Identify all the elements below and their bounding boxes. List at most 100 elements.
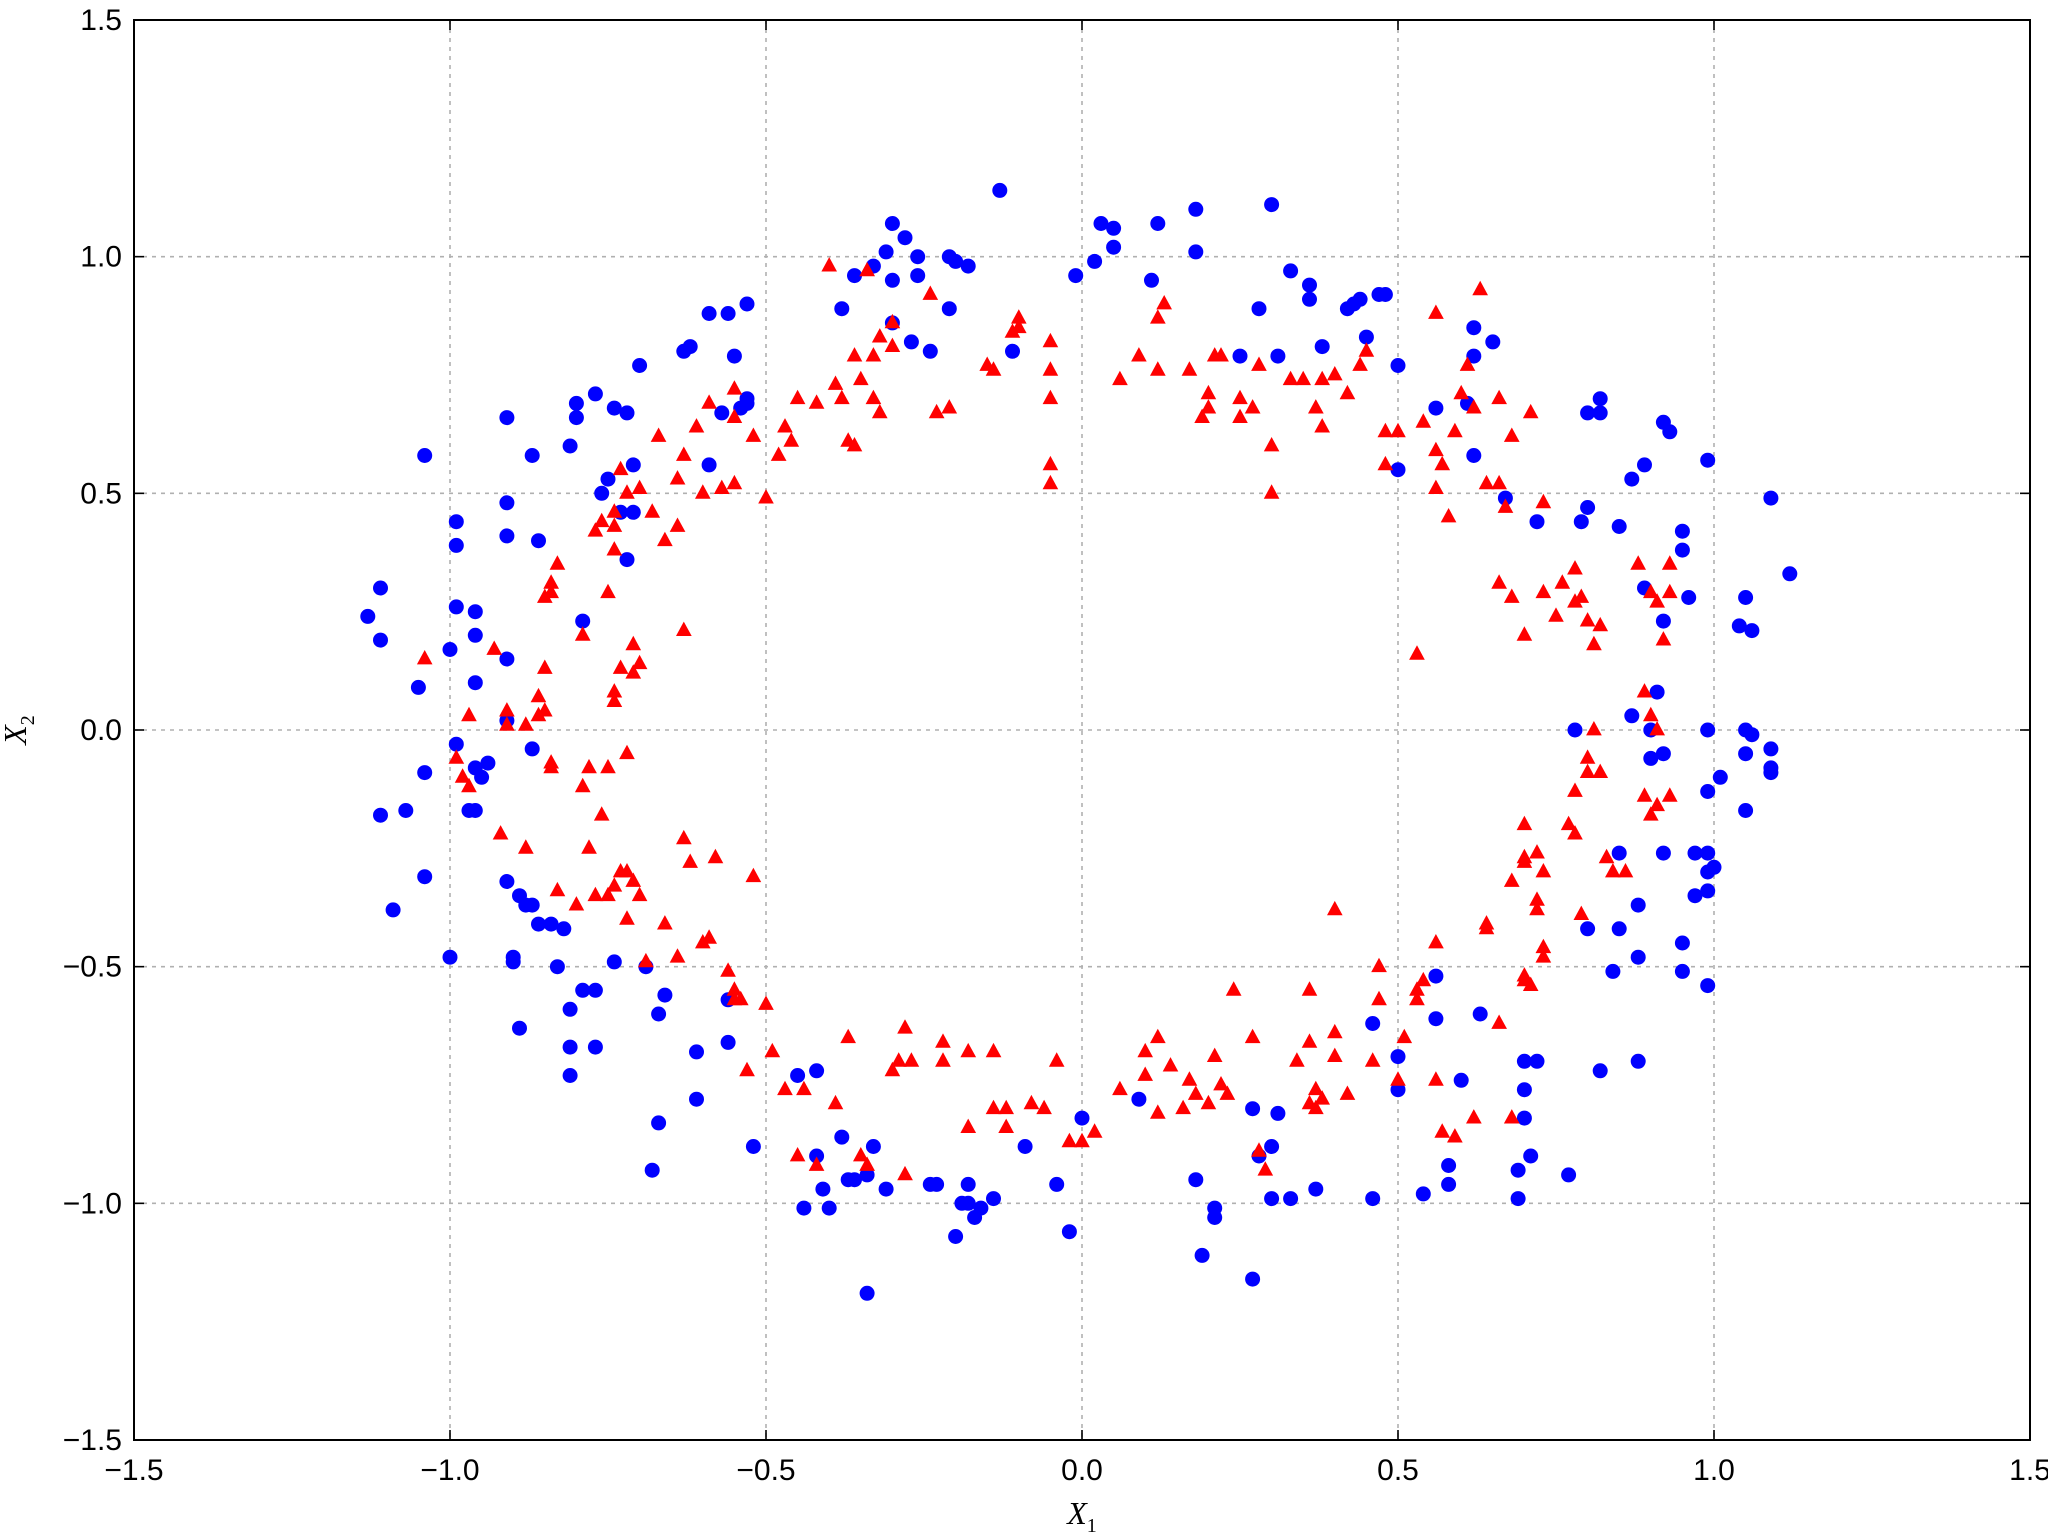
- data-point-circle: [1365, 1016, 1381, 1031]
- data-point-triangle: [587, 522, 604, 537]
- x-tick-label: 1.0: [1693, 1454, 1735, 1487]
- data-point-circle: [1270, 1105, 1286, 1121]
- data-point-triangle: [1061, 1132, 1078, 1148]
- data-point-circle: [499, 495, 515, 511]
- data-point-circle: [967, 1210, 983, 1225]
- data-point-circle: [587, 1039, 603, 1055]
- data-point-circle: [568, 395, 584, 411]
- data-point-circle: [1706, 859, 1722, 875]
- data-point-triangle: [777, 1080, 793, 1096]
- data-point-circle: [1466, 448, 1482, 463]
- data-point-circle: [1687, 888, 1703, 904]
- data-point-circle: [1592, 1063, 1608, 1079]
- data-point-triangle: [897, 1165, 913, 1181]
- data-point-triangle: [1219, 1085, 1236, 1100]
- data-point-circle: [1074, 1110, 1090, 1126]
- data-point-triangle: [537, 588, 553, 603]
- data-point-triangle: [1042, 474, 1059, 490]
- data-point-circle: [524, 741, 540, 757]
- data-point-triangle: [1042, 332, 1059, 348]
- data-point-triangle: [461, 777, 477, 793]
- data-point-triangle: [448, 749, 465, 764]
- data-point-circle: [1510, 1162, 1526, 1178]
- data-point-circle: [1731, 618, 1747, 634]
- data-point-triangle: [682, 853, 698, 868]
- data-point-circle: [1782, 566, 1798, 582]
- data-point-circle: [739, 391, 755, 407]
- data-point-triangle: [1478, 915, 1495, 930]
- data-point-triangle: [1074, 1132, 1090, 1148]
- data-point-circle: [499, 528, 515, 544]
- data-point-triangle: [764, 1042, 781, 1058]
- data-point-triangle: [1554, 574, 1571, 589]
- data-point-triangle: [1244, 399, 1261, 414]
- data-point-circle: [531, 533, 546, 549]
- data-point-circle: [1390, 1082, 1406, 1098]
- data-point-circle: [1093, 216, 1109, 231]
- data-point-circle: [1365, 1191, 1381, 1207]
- data-point-circle: [821, 1200, 837, 1216]
- data-point-circle: [1283, 1191, 1299, 1207]
- data-point-triangle: [998, 1099, 1014, 1115]
- data-point-triangle: [1390, 422, 1406, 438]
- y-axis-label: X2: [0, 715, 39, 747]
- data-point-triangle: [1586, 635, 1602, 651]
- data-point-triangle: [720, 962, 736, 977]
- data-point-circle: [575, 982, 591, 998]
- data-point-circle: [1390, 1049, 1406, 1065]
- data-point-triangle: [1004, 323, 1021, 338]
- y-tick-label: 1.0: [80, 241, 122, 274]
- data-point-circle: [796, 1200, 812, 1216]
- data-point-triangle: [1643, 583, 1659, 599]
- data-point-triangle: [1617, 863, 1634, 878]
- data-point-triangle: [1339, 384, 1356, 400]
- data-point-circle: [1523, 1148, 1539, 1164]
- data-point-triangle: [543, 758, 559, 774]
- data-point-triangle: [1086, 1123, 1103, 1138]
- data-point-triangle: [600, 758, 616, 774]
- data-point-circle: [960, 258, 976, 274]
- data-point-triangle: [461, 706, 477, 722]
- data-point-circle: [587, 982, 603, 998]
- data-point-circle: [512, 888, 527, 904]
- data-point-circle: [1700, 978, 1716, 994]
- data-point-circle: [878, 244, 894, 260]
- data-point-circle: [651, 1006, 667, 1022]
- data-point-triangle: [1605, 863, 1621, 878]
- data-point-circle: [1428, 968, 1444, 984]
- data-point-triangle: [796, 1080, 812, 1096]
- data-point-circle: [562, 1001, 578, 1017]
- data-point-triangle: [935, 1052, 951, 1067]
- data-point-circle: [720, 1034, 736, 1050]
- data-point-triangle: [1491, 1014, 1507, 1029]
- data-point-triangle: [657, 915, 673, 930]
- data-point-circle: [1763, 741, 1779, 757]
- data-point-circle: [524, 448, 540, 463]
- data-point-circle: [1592, 391, 1608, 407]
- data-point-circle: [1529, 1053, 1545, 1069]
- x-tick-label: 1.5: [2009, 1454, 2048, 1487]
- data-point-circle: [499, 410, 515, 426]
- data-point-triangle: [985, 361, 1002, 376]
- data-point-triangle: [1200, 384, 1217, 400]
- data-point-circle: [1472, 1006, 1488, 1022]
- data-point-triangle: [1661, 583, 1678, 599]
- data-point-triangle: [1630, 555, 1646, 570]
- data-point-triangle: [600, 583, 616, 599]
- data-point-triangle: [549, 881, 566, 897]
- red-triangle-series: [416, 257, 1678, 1181]
- data-point-circle: [1390, 462, 1406, 478]
- data-point-triangle: [1112, 1080, 1128, 1096]
- data-point-triangle: [1327, 366, 1343, 381]
- data-point-triangle: [726, 981, 743, 996]
- data-point-triangle: [1636, 787, 1653, 802]
- data-point-circle: [562, 1068, 578, 1083]
- data-point-circle: [1687, 845, 1703, 861]
- data-point-circle: [606, 954, 622, 970]
- data-point-triangle: [625, 872, 642, 887]
- y-tick-label: 0.5: [80, 477, 122, 510]
- data-point-triangle: [1232, 408, 1248, 423]
- x-tick-label: 0.0: [1061, 1454, 1103, 1487]
- data-point-circle: [1649, 684, 1665, 700]
- data-point-circle: [1352, 291, 1368, 307]
